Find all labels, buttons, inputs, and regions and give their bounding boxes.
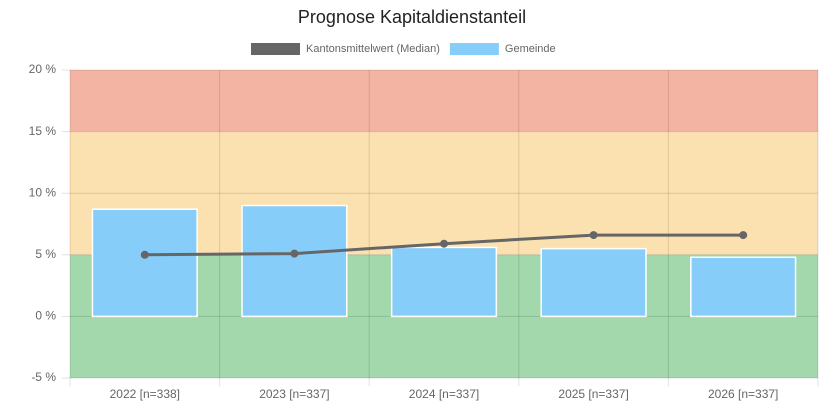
threshold-band: [70, 70, 818, 132]
x-tick-label: 2024 [n=337]: [409, 387, 479, 401]
median-point: [290, 249, 299, 258]
median-point: [739, 231, 748, 240]
x-tick-label: 2022 [n=338]: [110, 387, 180, 401]
bar: [540, 247, 647, 318]
y-tick-label: 15 %: [29, 124, 57, 138]
x-tick-label: 2026 [n=337]: [708, 387, 778, 401]
y-tick-label: 5 %: [35, 247, 56, 261]
median-point: [140, 250, 149, 259]
y-tick-label: -5 %: [31, 370, 56, 384]
legend-label: Gemeinde: [505, 43, 556, 55]
legend-swatch: [449, 43, 499, 55]
bar: [690, 256, 797, 318]
chart-title: Prognose Kapitaldienstanteil: [298, 7, 526, 27]
x-tick-label: 2023 [n=337]: [259, 387, 329, 401]
legend-swatch: [251, 43, 300, 55]
median-point: [589, 231, 598, 240]
x-tick-label: 2025 [n=337]: [558, 387, 628, 401]
y-tick-label: 10 %: [29, 185, 57, 199]
bar: [91, 208, 198, 318]
y-tick-label: 20 %: [29, 62, 57, 76]
median-point: [440, 239, 448, 248]
legend-label: Kantonsmittelwert (Median): [306, 43, 440, 55]
bar: [241, 204, 348, 318]
bar: [390, 246, 498, 318]
y-tick-label: 0 %: [35, 309, 56, 323]
